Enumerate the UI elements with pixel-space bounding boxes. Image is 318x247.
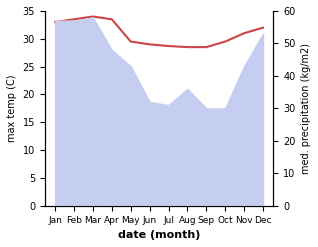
Y-axis label: max temp (C): max temp (C) xyxy=(7,75,17,142)
Y-axis label: med. precipitation (kg/m2): med. precipitation (kg/m2) xyxy=(301,43,311,174)
X-axis label: date (month): date (month) xyxy=(118,230,200,240)
